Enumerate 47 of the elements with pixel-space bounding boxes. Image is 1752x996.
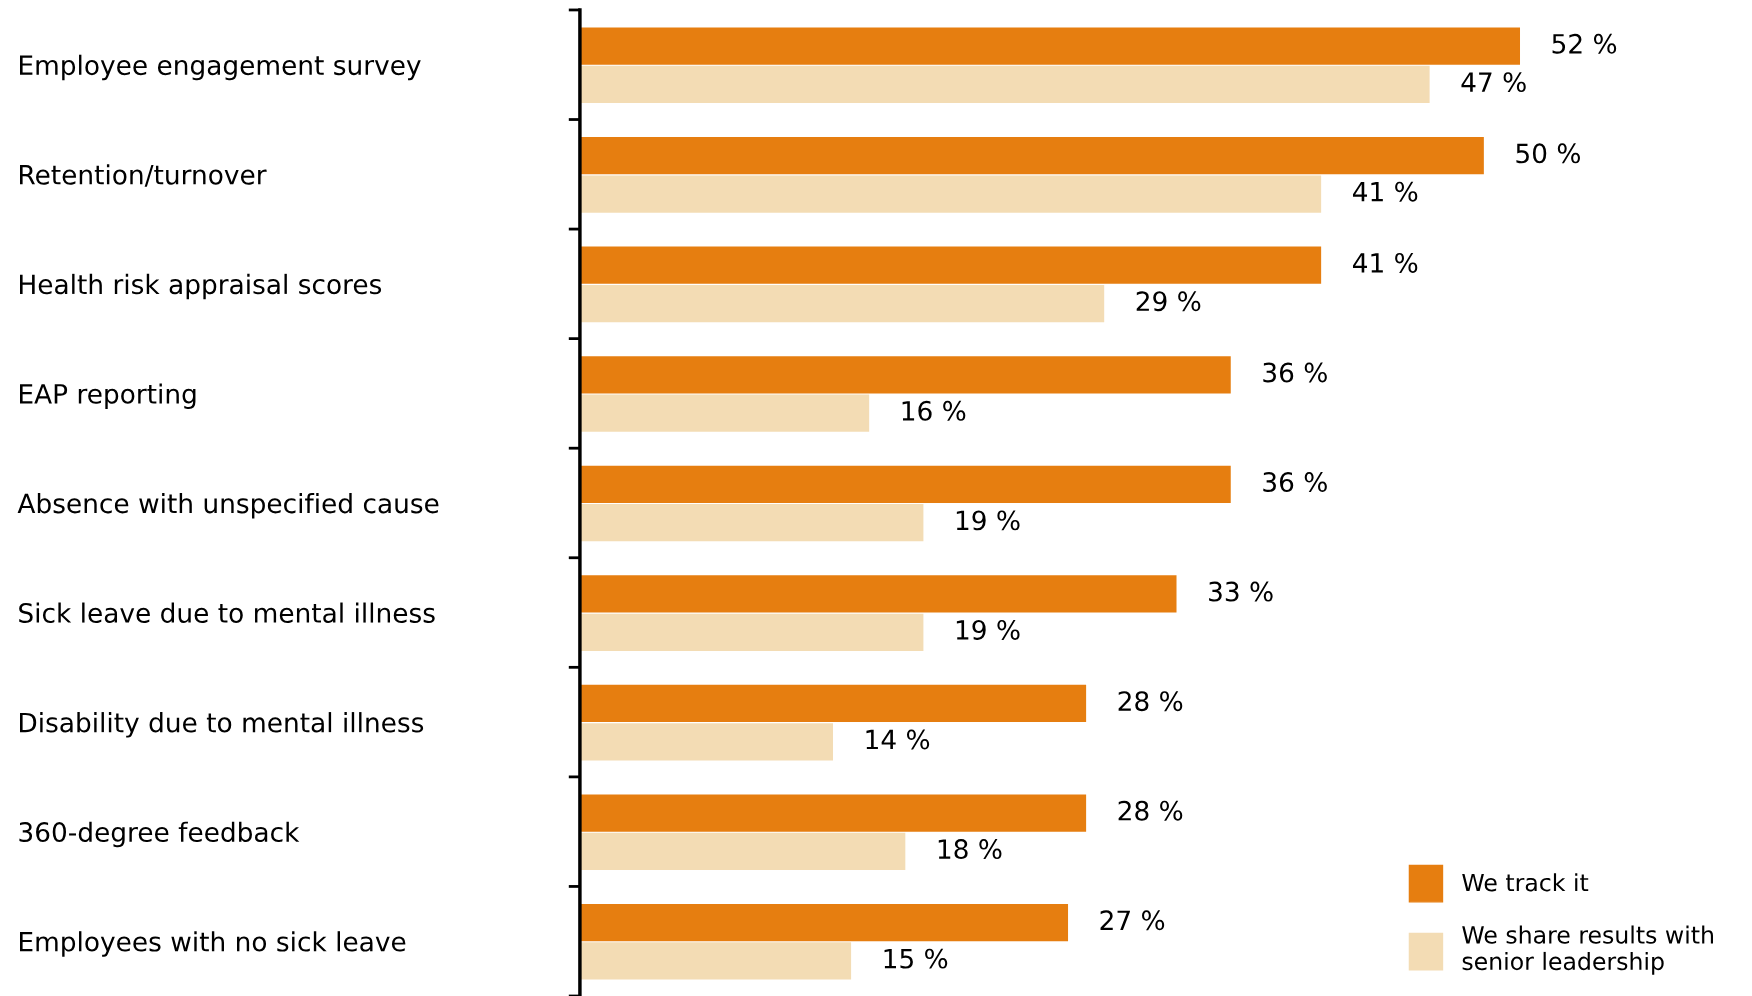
data-label: 27 % [1100,910,1165,931]
data-label: 28 % [1118,691,1183,712]
data-label: 29 % [1136,291,1201,312]
y-tick-label: Employees with no sick leave [20,931,406,957]
bar [579,832,906,871]
data-label: 41 % [1352,252,1418,273]
bar [579,504,924,542]
data-label: 19 % [956,510,1020,531]
data-label: 36 % [1263,472,1327,493]
bar [579,175,1322,213]
y-tick-label: Sick leave due to mental illness [19,602,435,623]
y-tick-label: Disability due to mental illness [20,712,424,738]
data-label: 28 % [1118,800,1183,821]
bar [579,394,870,432]
bar [579,27,1521,65]
data-label: 47 % [1461,72,1526,93]
data-label: 19 % [956,619,1020,640]
y-tick-label: 360-degree feedback [19,821,300,848]
bar [579,684,1087,723]
bar [579,942,852,980]
data-label: 50 % [1516,143,1580,164]
bar [579,465,1231,503]
bar [579,613,924,651]
data-label: 36 % [1263,362,1327,383]
legend-label: We share results with senior leadership [1462,925,1713,975]
y-tick-label: Employee engagement survey [20,54,421,81]
bar [579,246,1322,284]
bar [579,903,1069,942]
bar [579,65,1430,104]
data-label: 33 % [1209,581,1273,602]
data-label: 14 % [866,729,930,750]
data-label: 41 % [1352,181,1418,202]
bar [579,575,1177,613]
data-label: 16 % [902,400,966,421]
y-tick-label: Health risk appraisal scores [20,273,382,300]
legend-label: We track it [1462,873,1589,892]
data-label: 18 % [938,839,1002,860]
bar [579,794,1087,832]
bar [579,137,1484,175]
bar [579,356,1231,394]
data-label: 15 % [884,948,948,969]
bar [579,284,1105,323]
y-tick-label: Retention/turnover [20,164,267,187]
y-tick-label: EAP reporting [20,383,196,409]
bar [579,723,834,761]
y-tick-label: Absence with unspecified cause [17,492,439,519]
data-label: 52 % [1552,33,1617,54]
